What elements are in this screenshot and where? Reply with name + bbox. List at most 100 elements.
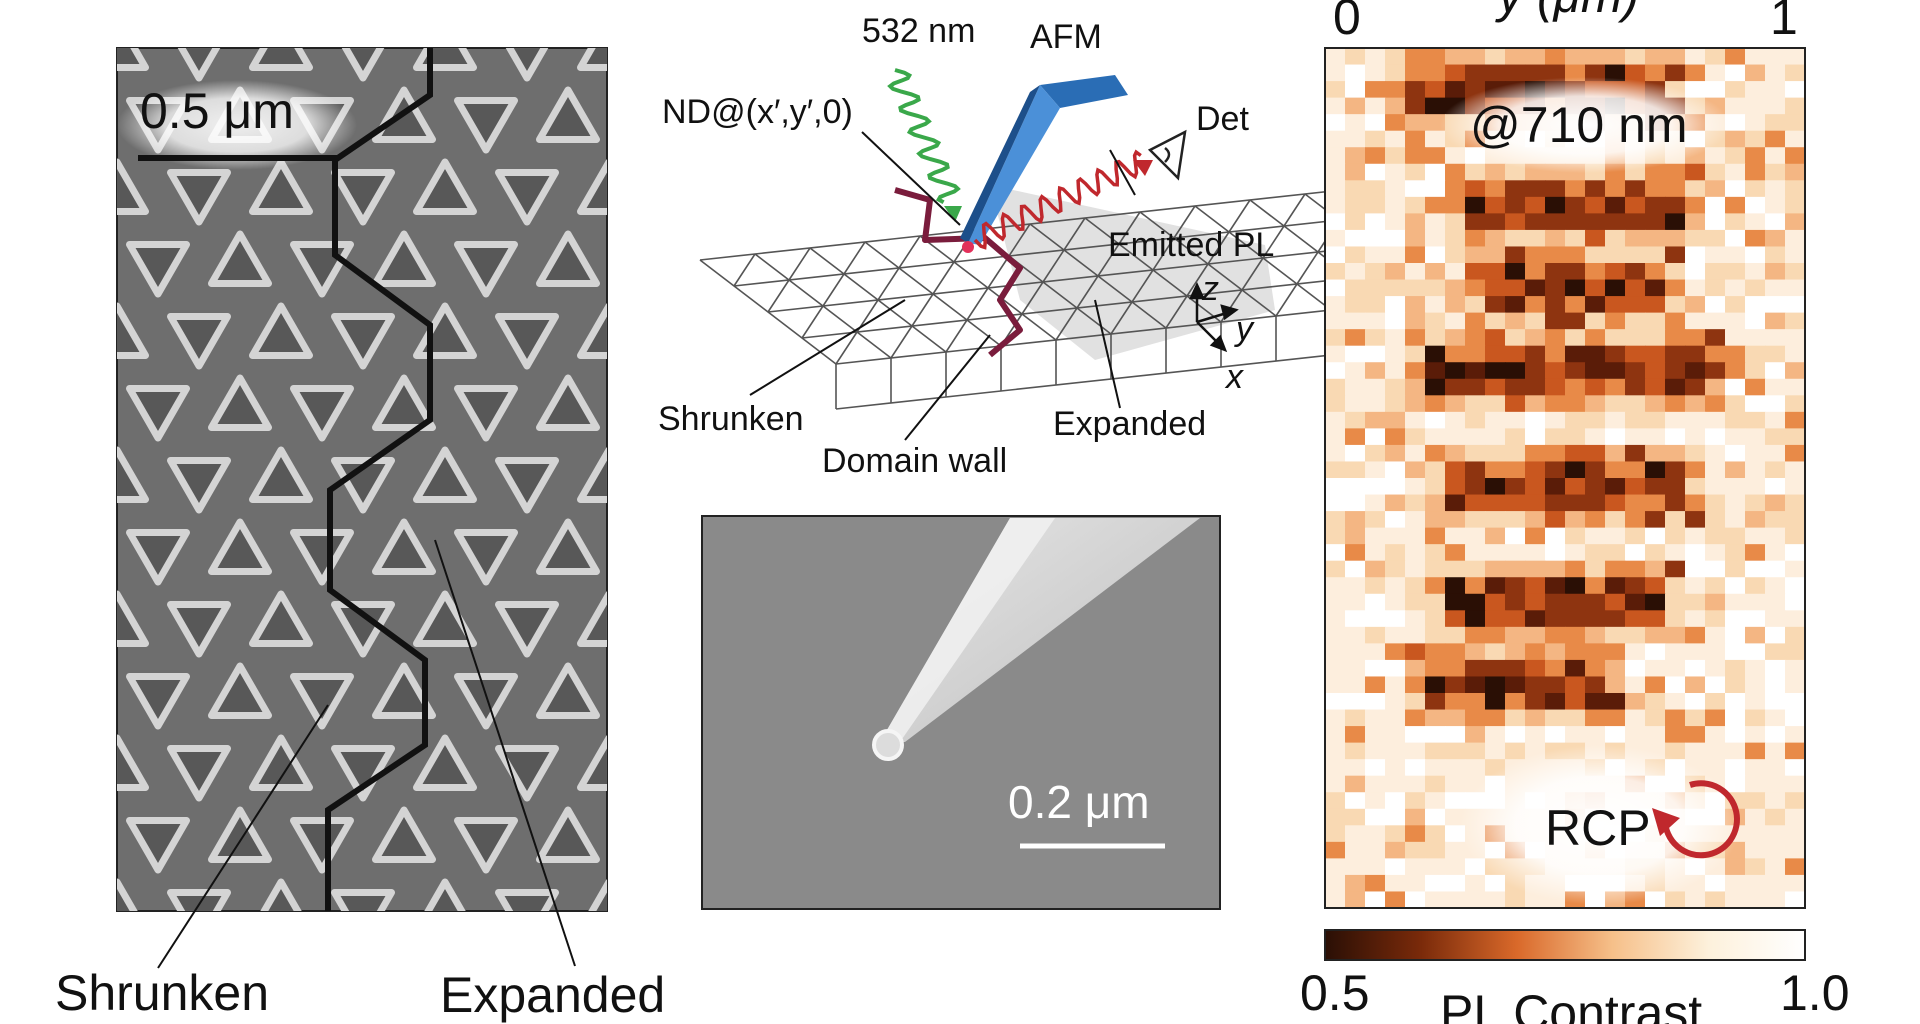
pl-pixel — [1525, 461, 1546, 479]
panel-d-pl-map: @710 nm RCP 0 y (μm) 1 — [1324, 0, 1806, 909]
pl-pixel — [1725, 610, 1746, 628]
pl-pixel — [1425, 676, 1446, 694]
pl-pixel — [1785, 147, 1805, 165]
pl-pixel — [1665, 345, 1686, 363]
lattice-triangle — [260, 878, 302, 911]
pl-pixel — [1525, 478, 1546, 496]
mesh-line — [1152, 237, 1175, 271]
afm-cantilever — [960, 75, 1128, 245]
pl-pixel — [1345, 693, 1366, 711]
pl-pixel — [1385, 428, 1406, 446]
pl-pixel — [1725, 593, 1746, 611]
pl-pixel — [1385, 279, 1406, 297]
pl-pixel — [1765, 97, 1786, 115]
pl-pixel — [1345, 196, 1366, 214]
pl-pixel — [1505, 693, 1526, 711]
pl-pixel — [1325, 329, 1346, 347]
pl-pixel — [1745, 825, 1766, 843]
pl-pixel — [1745, 643, 1766, 661]
mesh-line — [1173, 205, 1196, 239]
pl-pixel — [1525, 494, 1546, 512]
colorbar-title-label: PL Contrast — [1440, 985, 1702, 1024]
afm-tip — [880, 518, 1200, 742]
pl-pixel — [1485, 577, 1506, 595]
pl-pixel — [1665, 378, 1686, 396]
pl-pixel — [1645, 693, 1666, 711]
pl-pixel — [1325, 841, 1346, 859]
lattice-triangle — [117, 48, 149, 71]
pl-pixel — [1605, 428, 1626, 446]
pl-pixel — [1345, 263, 1366, 281]
pl-pixel — [1765, 709, 1786, 727]
pl-pixel — [1785, 97, 1805, 115]
pl-pixel — [1325, 229, 1346, 248]
lattice-triangle — [208, 518, 272, 575]
pl-pixel — [1325, 279, 1346, 297]
pl-pixel — [1545, 263, 1566, 281]
pl-pixel — [1385, 742, 1406, 760]
pl-pixel — [1585, 676, 1606, 694]
pl-pixel — [1545, 345, 1566, 363]
pl-pixel — [1365, 593, 1386, 611]
emission-arrowhead — [1133, 160, 1153, 176]
pl-pixel — [1365, 709, 1386, 727]
pl-pixel — [1525, 444, 1546, 463]
pl-pixel — [1565, 444, 1586, 463]
pl-pixel — [1445, 626, 1466, 644]
pl-pixel — [1605, 511, 1626, 529]
pl-pixel — [1345, 411, 1366, 429]
pl-pixel — [1625, 626, 1646, 644]
pl-pixel — [1705, 246, 1726, 264]
pl-pixel — [1585, 312, 1606, 330]
pl-pixel — [1565, 180, 1586, 198]
lattice-triangle — [622, 821, 679, 871]
lattice-triangle — [7, 749, 64, 799]
pl-pixel — [1685, 362, 1706, 380]
pl-pixel — [1365, 858, 1386, 876]
lattice-triangle — [577, 735, 607, 791]
pl-pixel — [1705, 742, 1726, 760]
lattice-triangle — [454, 241, 518, 298]
pl-pixel — [1505, 296, 1526, 314]
pl-pixel — [1405, 659, 1426, 678]
pl-pixel — [1485, 742, 1506, 760]
pl-pixel — [1545, 229, 1566, 248]
pl-pixel — [1525, 64, 1546, 82]
lattice-triangle — [126, 673, 190, 730]
pl-pixel — [1625, 494, 1646, 512]
mesh-line — [877, 267, 900, 301]
pl-pixel — [1725, 64, 1746, 82]
lattice-triangle — [505, 48, 549, 82]
pl-pixel — [1365, 411, 1386, 429]
lattice-triangle — [208, 374, 272, 431]
shrunken-label-a: Shrunken — [55, 965, 269, 1021]
pl-pixel — [1765, 444, 1786, 463]
pl-pixel — [1625, 411, 1646, 429]
pl-pixel — [1565, 395, 1586, 413]
pl-pixel — [1365, 246, 1386, 264]
pl-pixel — [1745, 527, 1766, 545]
pl-pixel — [1625, 329, 1646, 347]
mesh-line — [1076, 275, 1099, 309]
pl-pixel — [1745, 478, 1766, 496]
lattice-triangle — [294, 0, 351, 6]
pl-pixel — [1665, 329, 1686, 347]
pl-pixel — [1785, 808, 1805, 826]
pl-pixel — [1725, 296, 1746, 314]
pl-pixel — [1485, 180, 1506, 198]
pl-pixel — [1705, 180, 1726, 198]
lattice-triangle — [413, 590, 477, 647]
lattice-triangle — [376, 954, 433, 1004]
pl-pixel — [1405, 147, 1426, 165]
pl-pixel — [1665, 478, 1686, 496]
pl-pixel — [1325, 494, 1346, 512]
mesh-line — [1283, 193, 1306, 227]
pl-pixel — [1545, 643, 1566, 661]
mesh-line — [1186, 263, 1209, 297]
pl-pixel — [1485, 378, 1506, 396]
pl-pixel — [1485, 659, 1506, 678]
pl-pixel — [1425, 693, 1446, 711]
pl-pixel — [1785, 626, 1805, 644]
pl-pixel — [1465, 428, 1486, 446]
pl-pixel — [1665, 180, 1686, 198]
